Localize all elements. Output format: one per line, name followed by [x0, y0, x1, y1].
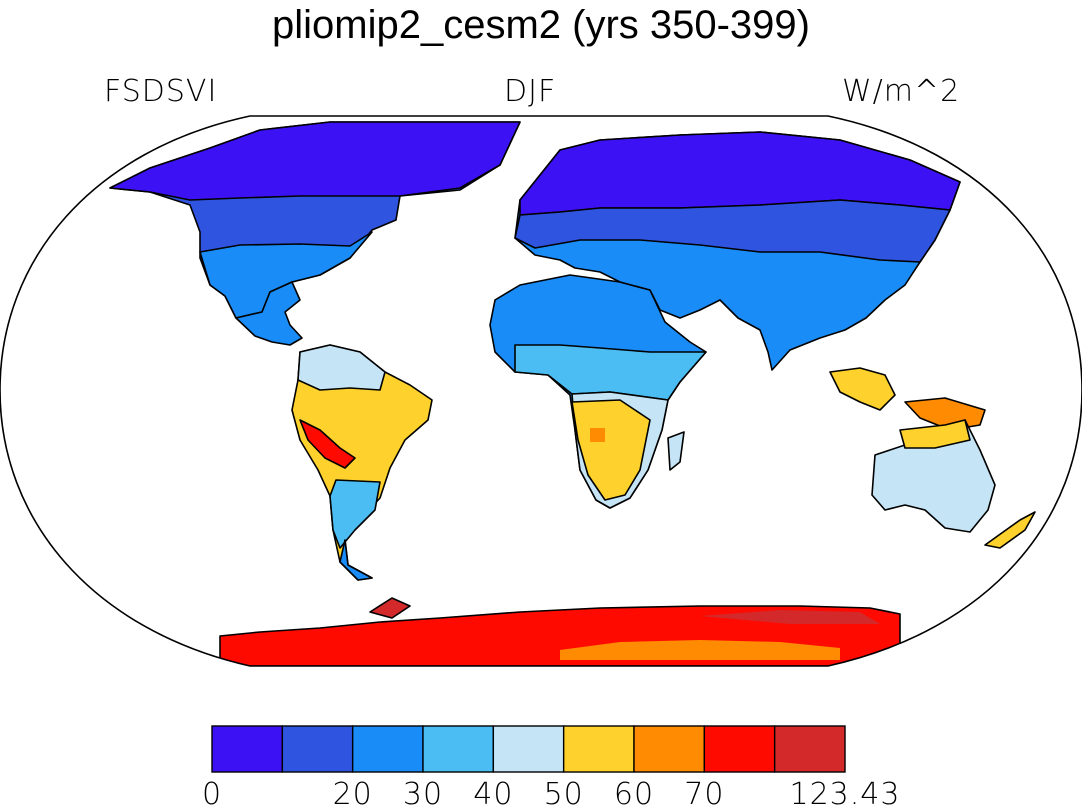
- colorbar-tick-label: 40: [473, 777, 514, 812]
- colorbar-swatch: [492, 725, 565, 773]
- eurasia: [514, 131, 961, 371]
- season-label: DJF: [504, 74, 557, 109]
- units-label: W/m^2: [842, 74, 961, 109]
- colorbar-tick-label: 60: [613, 777, 655, 812]
- colorbar-tick-label: 70: [684, 777, 725, 812]
- colorbar-swatch: [703, 725, 776, 773]
- colorbar-swatch: [351, 725, 424, 773]
- colorbar-tick-label: 20: [332, 777, 373, 812]
- map-title: pliomip2_cesm2 (yrs 350-399): [271, 3, 810, 47]
- colorbar-swatch: [422, 725, 495, 773]
- colorbar-swatch: [773, 725, 846, 773]
- colorbar-tick-label: 123.43: [789, 777, 901, 812]
- africa: [489, 274, 707, 509]
- south-america: [291, 344, 433, 581]
- antarctica: [219, 597, 901, 666]
- oceania: [829, 367, 1036, 549]
- colorbar-tick-label: 30: [402, 777, 444, 812]
- colorbar: [211, 725, 846, 773]
- colorbar-swatch: [562, 725, 635, 773]
- colorbar-swatch: [633, 725, 706, 773]
- colorbar-swatch: [281, 725, 354, 773]
- colorbar-swatch: [211, 725, 284, 773]
- north-america: [109, 121, 521, 346]
- colorbar-tick-label: 0: [201, 777, 223, 812]
- variable-label: FSDSVI: [104, 74, 218, 109]
- world-map: [0, 115, 1082, 667]
- colorbar-tick-label: 50: [543, 777, 584, 812]
- map-border: [0, 115, 1082, 667]
